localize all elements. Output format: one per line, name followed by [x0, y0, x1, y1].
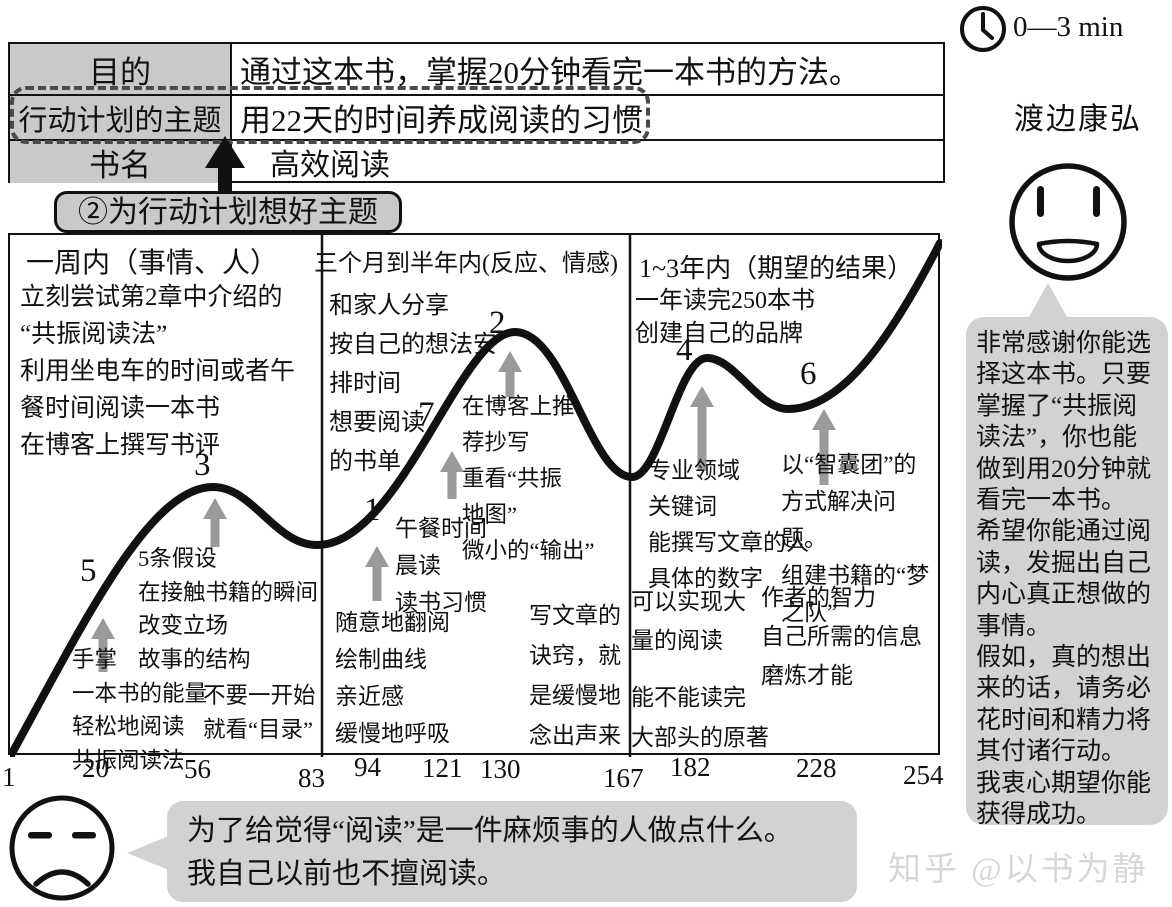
arrow-up-icon [690, 386, 714, 471]
reader-speech-text: 为了给觉得“阅读”是一件麻烦事的人做点什么。 我自己以前也不擅阅读。 [187, 815, 793, 890]
happy-face-icon [1009, 163, 1127, 281]
curve-canvas [10, 235, 942, 757]
x-axis-tick: 130 [480, 754, 521, 784]
story-curve-chart: 一周内（事情、人） 立刻尝试第2章中介绍的 “共振阅读法” 利用坐电车的时间或者… [8, 233, 942, 773]
speech-bubble-pointer [1028, 283, 1068, 319]
timer-label: 0—3 min [1013, 11, 1124, 43]
reader-speech-bubble: 为了给觉得“阅读”是一件麻烦事的人做点什么。 我自己以前也不擅阅读。 [167, 801, 857, 902]
section1-title: 一周内（事情、人） [26, 248, 279, 279]
book-title-value: 高效阅读 [270, 149, 390, 182]
point-4: 4 [676, 332, 693, 368]
marker-arrows [91, 351, 836, 672]
table-row: 行动计划的主题 用22天的时间养成阅读的习惯 [10, 96, 943, 141]
arrow-up-icon [203, 498, 227, 547]
watermark: 知乎 @以书为静 [888, 852, 1149, 888]
author-speech-bubble: 非常感谢你能选 择这本书。只要 掌握了“共振阅 读法”，你也能 做到用20分钟就… [966, 317, 1168, 828]
note-mastermind: 以“智囊团”的 方式解决问题。 组建书籍的“梦 之队” [781, 452, 930, 625]
x-axis-tick: 94 [354, 752, 381, 782]
note-lunch: 午餐时间 晨读 读书习惯 [395, 516, 487, 615]
table-row: 目的 通过这本书，掌握20分钟看完一本书的方法。 [10, 44, 943, 96]
x-axis-tick: 83 [298, 763, 325, 793]
note-blog: 在博客上推 荐抄写 重看“共振 地图” 微小的“输出” [462, 394, 595, 563]
plan-theme-value: 用22天的时间养成阅读的习惯 [240, 103, 643, 138]
story-curve [10, 239, 942, 757]
point-2: 2 [489, 305, 506, 341]
note-tome: 能不能读完 大部头的原著 [631, 685, 769, 750]
point-6: 6 [800, 356, 817, 392]
point-3: 3 [194, 447, 211, 483]
point-5: 5 [80, 553, 97, 589]
clock-icon [960, 6, 1006, 52]
section1-intro: 立刻尝试第2章中介绍的 “共振阅读法” 利用坐电车的时间或者午 餐时间阅读一本书… [20, 284, 296, 459]
section3-intro: 一年读完250本书 创建自己的品牌 [635, 288, 815, 347]
x-axis-tick: 20 [82, 753, 109, 783]
note-volume: 可以实现大 量的阅读 [631, 589, 746, 653]
arrow-up-icon [812, 409, 836, 485]
arrow-up-icon [365, 546, 389, 601]
sad-face-icon [9, 795, 115, 901]
table-row: 书名 高效阅读 [10, 141, 943, 183]
purpose-label: 目的 [10, 44, 232, 94]
note-toc: 不要一开始 就看“目录” [203, 683, 316, 742]
speech-bubble-pointer [127, 835, 171, 871]
section3-title: 1~3年内（期望的结果） [639, 254, 914, 283]
section2-title: 三个月到半年内(反应、情感) [314, 251, 618, 277]
plan-theme-label: 行动计划的主题 [10, 96, 232, 139]
x-axis-tick: 228 [796, 753, 837, 783]
x-axis-tick: 167 [603, 763, 644, 793]
section2-intro: 和家人分享 按自己的想法安 排时间 想要阅读 的书单 [329, 293, 497, 475]
x-axis-tick: 56 [184, 754, 211, 784]
arrow-up-icon [440, 451, 464, 499]
note-field: 专业领域 关键词 能撰写文章的人 具体的数字 [648, 458, 809, 591]
note-author-wisdom: 作者的智力 自己所需的信息 磨炼才能 [761, 585, 922, 688]
point-7: 7 [418, 396, 435, 432]
note-palm: 手掌 一本书的能量 轻松地阅读 共振阅读法 [72, 647, 208, 773]
x-axis-tick: 182 [670, 752, 711, 782]
x-axis-tick: 1 [2, 762, 16, 792]
arrow-up-icon [498, 351, 522, 397]
up-arrow-icon [205, 136, 245, 196]
action-plan-table: 目的 通过这本书，掌握20分钟看完一本书的方法。 行动计划的主题 用22天的时间… [8, 42, 945, 183]
point-1: 1 [364, 492, 381, 528]
purpose-value: 通过这本书，掌握20分钟看完一本书的方法。 [240, 54, 860, 90]
author-speech-text: 非常感谢你能选 择这本书。只要 掌握了“共振阅 读法”，你也能 做到用20分钟就… [976, 330, 1152, 829]
x-axis-tick: 121 [422, 753, 463, 783]
note-browse: 随意地翻阅 绘制曲线 亲近感 缓慢地呼吸 [335, 610, 450, 746]
note-hypotheses: 5条假设 在接触书籍的瞬间 改变立场 故事的结构 [138, 546, 319, 672]
note-writing: 写文章的 诀窍，就 是缓慢地 念出声来 [529, 603, 621, 748]
step2-callout: ②为行动计划想好主题 [54, 191, 402, 233]
arrow-up-icon [91, 618, 115, 672]
author-name: 渡边康弘 [1014, 103, 1142, 136]
book-title-label: 书名 [10, 141, 232, 183]
x-axis-tick: 254 [903, 760, 944, 790]
